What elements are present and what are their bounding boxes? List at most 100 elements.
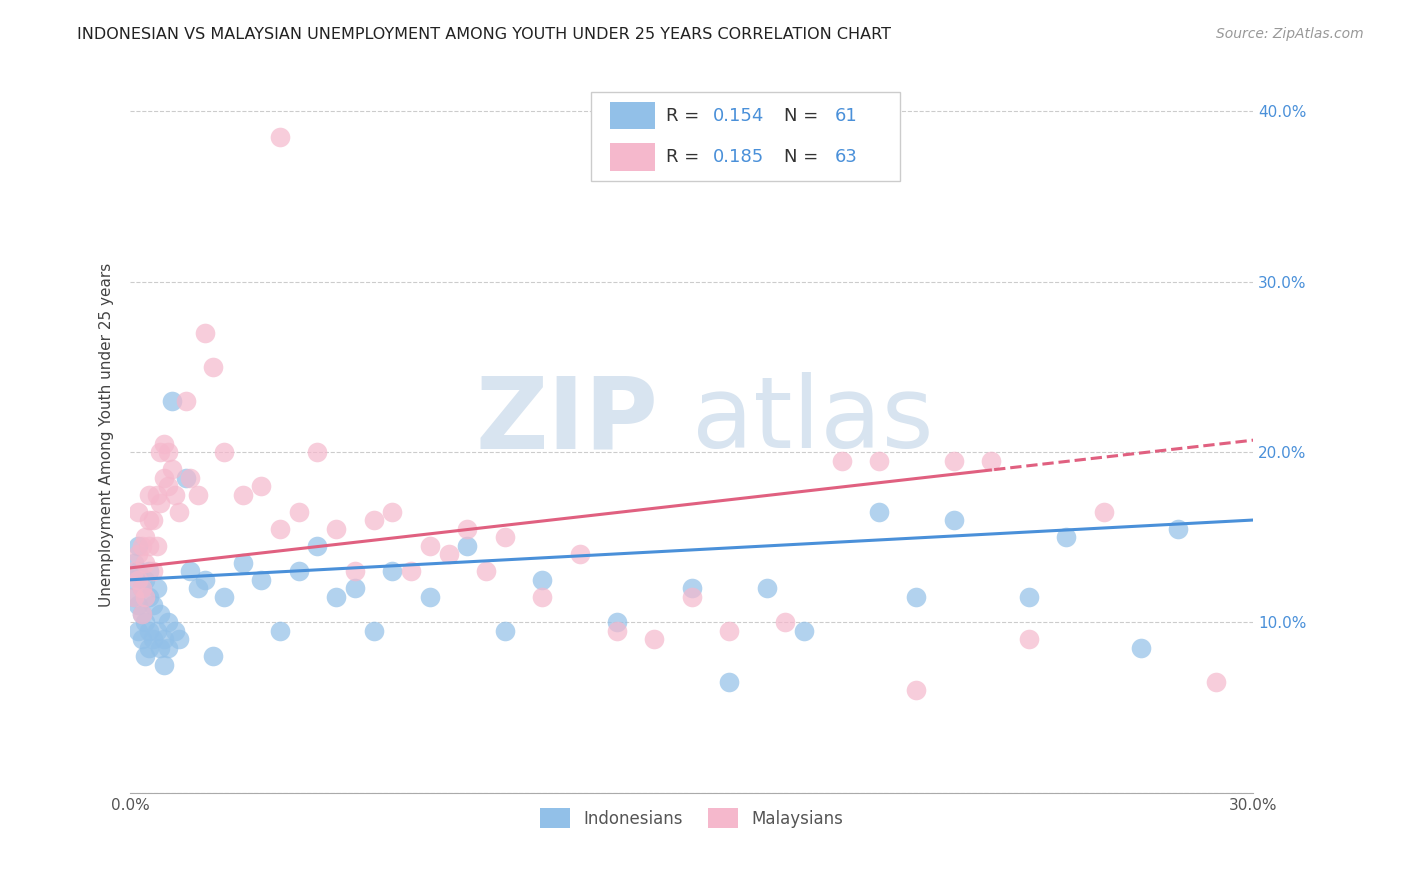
Text: R =: R = xyxy=(666,107,704,125)
Point xyxy=(122,573,145,587)
Point xyxy=(831,453,853,467)
Point xyxy=(134,615,156,630)
Point xyxy=(138,640,160,655)
Point xyxy=(138,513,160,527)
Text: ZIP: ZIP xyxy=(475,372,658,469)
Point xyxy=(363,513,385,527)
Point xyxy=(156,445,179,459)
Point xyxy=(942,453,965,467)
Point xyxy=(232,556,254,570)
Point xyxy=(167,632,190,647)
Point xyxy=(134,590,156,604)
Point xyxy=(122,590,145,604)
Text: R =: R = xyxy=(666,148,704,166)
Point xyxy=(160,462,183,476)
Point xyxy=(456,522,478,536)
Point xyxy=(138,624,160,638)
Point xyxy=(201,649,224,664)
Point xyxy=(381,505,404,519)
Point xyxy=(131,607,153,621)
Point xyxy=(134,556,156,570)
Point xyxy=(606,615,628,630)
FancyBboxPatch shape xyxy=(591,92,900,181)
Text: 63: 63 xyxy=(834,148,858,166)
Point xyxy=(905,683,928,698)
Point xyxy=(868,505,890,519)
Point xyxy=(343,564,366,578)
Point xyxy=(138,564,160,578)
Point xyxy=(145,582,167,596)
Point xyxy=(718,675,741,690)
Point xyxy=(149,640,172,655)
Point xyxy=(1054,530,1077,544)
Point xyxy=(127,564,149,578)
Point xyxy=(269,522,291,536)
Point xyxy=(156,615,179,630)
Point xyxy=(187,488,209,502)
Point xyxy=(165,624,187,638)
Point xyxy=(122,564,145,578)
Point xyxy=(149,496,172,510)
FancyBboxPatch shape xyxy=(610,103,655,129)
Point xyxy=(250,479,273,493)
Point xyxy=(142,513,165,527)
Text: 0.154: 0.154 xyxy=(713,107,765,125)
Point xyxy=(494,624,516,638)
Text: N =: N = xyxy=(785,107,824,125)
Point xyxy=(381,564,404,578)
Point xyxy=(269,130,291,145)
Point xyxy=(494,530,516,544)
Point xyxy=(201,359,224,374)
Point xyxy=(1130,640,1153,655)
Point xyxy=(142,632,165,647)
Point xyxy=(134,573,156,587)
Text: atlas: atlas xyxy=(692,372,934,469)
Point xyxy=(156,640,179,655)
Point xyxy=(145,624,167,638)
Point xyxy=(325,522,347,536)
Point xyxy=(363,624,385,638)
Point xyxy=(212,445,235,459)
Point xyxy=(269,624,291,638)
Point xyxy=(153,632,176,647)
Point xyxy=(287,564,309,578)
Point xyxy=(475,564,498,578)
Point xyxy=(399,564,422,578)
Point xyxy=(775,615,797,630)
Point xyxy=(153,470,176,484)
Point xyxy=(307,539,329,553)
Point xyxy=(287,505,309,519)
Point xyxy=(531,573,554,587)
Point xyxy=(793,624,815,638)
Point xyxy=(755,582,778,596)
Point xyxy=(868,453,890,467)
Point xyxy=(194,573,217,587)
Point xyxy=(187,582,209,596)
Y-axis label: Unemployment Among Youth under 25 years: Unemployment Among Youth under 25 years xyxy=(100,263,114,607)
Point xyxy=(905,590,928,604)
Point xyxy=(127,547,149,561)
Point xyxy=(456,539,478,553)
FancyBboxPatch shape xyxy=(610,144,655,170)
Point xyxy=(153,436,176,450)
Point xyxy=(142,564,165,578)
Point xyxy=(1018,632,1040,647)
Point xyxy=(681,582,703,596)
Point xyxy=(156,479,179,493)
Point xyxy=(1018,590,1040,604)
Point xyxy=(643,632,665,647)
Point xyxy=(160,394,183,409)
Point xyxy=(145,539,167,553)
Point xyxy=(149,607,172,621)
Point xyxy=(176,470,198,484)
Point xyxy=(1167,522,1189,536)
Text: N =: N = xyxy=(785,148,824,166)
Point xyxy=(194,326,217,340)
Point xyxy=(134,649,156,664)
Point xyxy=(325,590,347,604)
Point xyxy=(176,394,198,409)
Point xyxy=(419,539,441,553)
Point xyxy=(127,539,149,553)
Point xyxy=(131,539,153,553)
Point xyxy=(179,470,201,484)
